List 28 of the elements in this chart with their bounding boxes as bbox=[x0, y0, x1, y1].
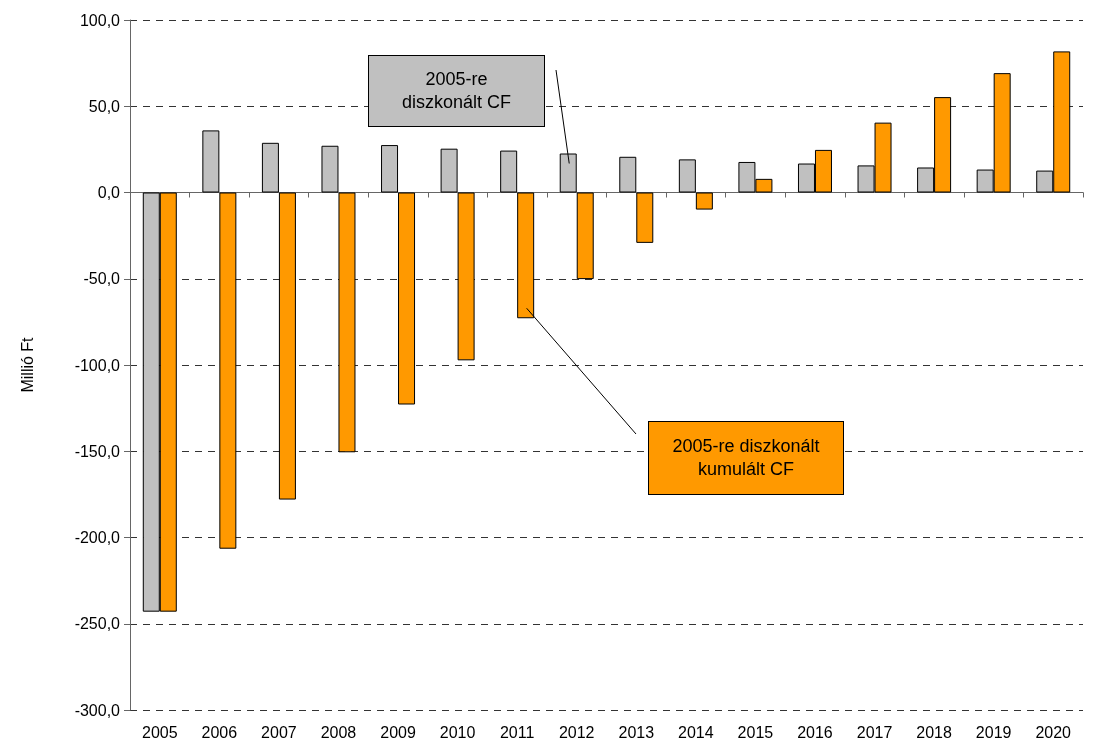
x-tick-label: 2006 bbox=[201, 723, 238, 740]
x-tick-label: 2013 bbox=[618, 723, 655, 740]
x-tick-label: 2008 bbox=[320, 723, 357, 740]
x-tick-label: 2014 bbox=[678, 723, 714, 740]
y-tick-label: 0,0 bbox=[97, 184, 121, 201]
callout-box: 2005-re diszkonált CF bbox=[368, 55, 545, 127]
x-tick-label: 2005 bbox=[141, 723, 178, 740]
x-tick-label: 2017 bbox=[856, 723, 893, 740]
y-axis-title: Millió Ft bbox=[18, 336, 36, 393]
x-tick-label: 2019 bbox=[975, 723, 1012, 740]
y-tick-label: -150,0 bbox=[74, 442, 121, 460]
x-tick-label: 2012 bbox=[558, 723, 595, 740]
y-tick-label: 50,0 bbox=[88, 97, 121, 115]
y-tick-label: -100,0 bbox=[74, 356, 121, 374]
y-tick-label: -250,0 bbox=[74, 615, 121, 633]
x-tick-label: 2011 bbox=[499, 723, 535, 740]
y-tick-label: -300,0 bbox=[74, 701, 121, 719]
x-tick-label: 2007 bbox=[261, 723, 297, 740]
x-tick-label: 2020 bbox=[1035, 723, 1072, 740]
y-tick-label: 100,0 bbox=[79, 11, 121, 29]
x-tick-label: 2009 bbox=[380, 723, 416, 740]
y-tick-label: -50,0 bbox=[83, 270, 121, 288]
x-tick-label: 2010 bbox=[439, 723, 476, 740]
x-tick-label: 2015 bbox=[737, 723, 774, 740]
y-tick-label: -200,0 bbox=[74, 529, 121, 546]
callout-box: 2005-re diszkonált kumulált CF bbox=[648, 421, 844, 495]
x-tick-label: 2018 bbox=[916, 723, 952, 740]
x-tick-label: 2016 bbox=[797, 723, 833, 740]
